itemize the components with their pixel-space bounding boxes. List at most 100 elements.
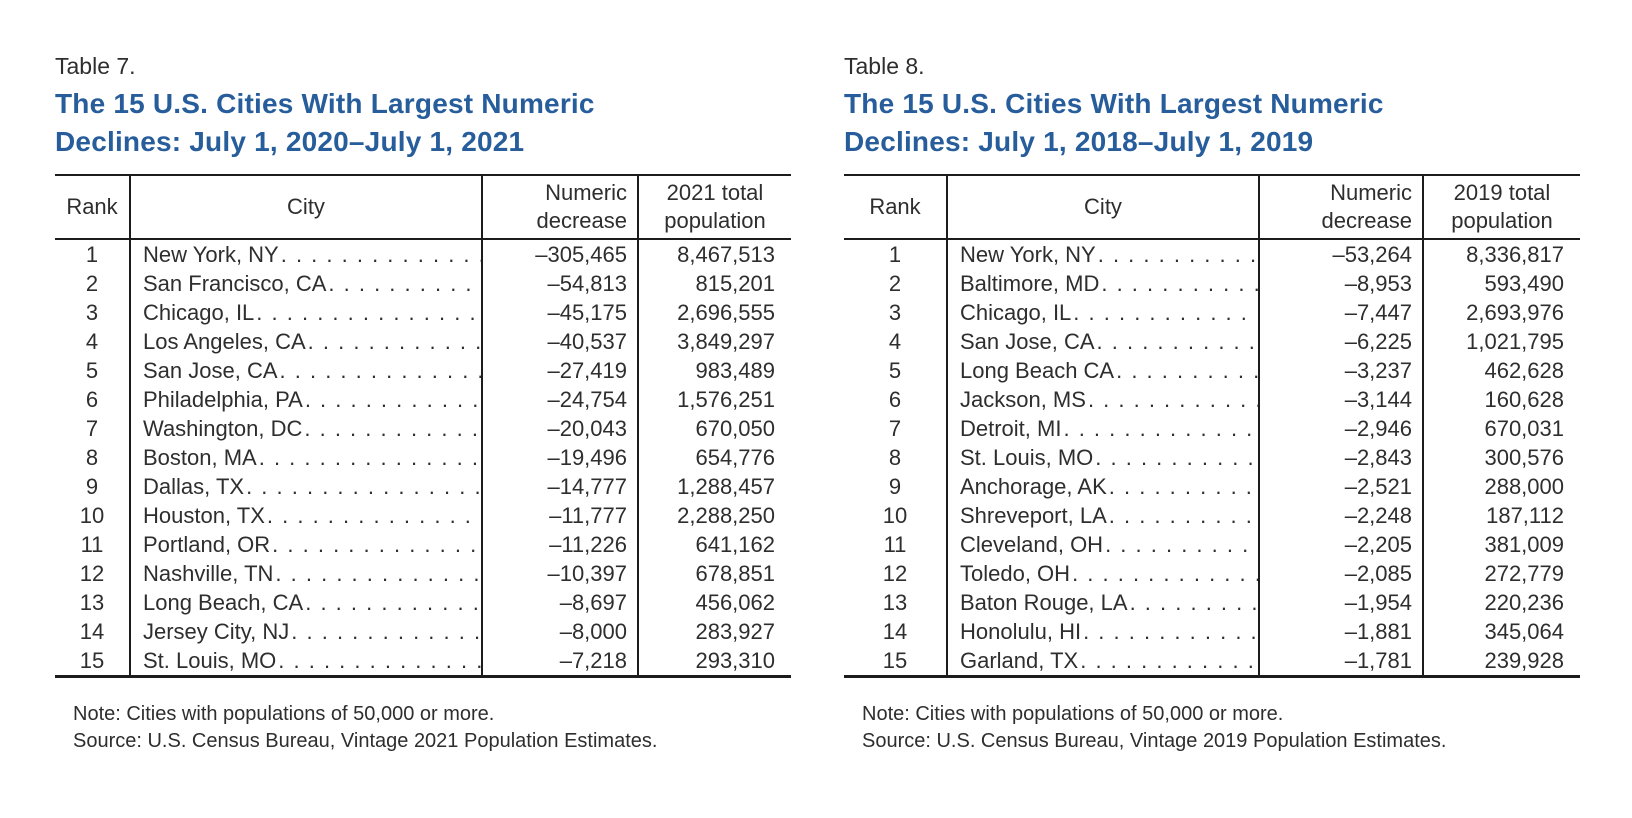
city-name: Garland, TX	[960, 648, 1079, 673]
city-cell: San Jose, CA	[129, 356, 482, 385]
dot-leader	[304, 414, 481, 443]
rank-cell: 9	[85, 473, 99, 499]
declines-table-2018-2019: Rank City Numeric decrease 2019 total po…	[844, 174, 1580, 678]
city-cell: Jackson, MS	[946, 385, 1259, 414]
dot-leader	[281, 240, 481, 269]
city-flex: Dallas, TX	[143, 472, 481, 501]
table-title-line2: Declines: July 1, 2018–July 1, 2019	[844, 126, 1314, 157]
dot-leader	[259, 443, 481, 472]
dot-leader	[280, 356, 481, 385]
city-cell: Garland, TX	[946, 646, 1259, 677]
numeric-decrease-cell: –1,881	[1258, 617, 1423, 646]
population-cell: 381,009	[1422, 530, 1580, 559]
city-cell: Chicago, IL	[946, 298, 1259, 327]
dot-leader	[1088, 385, 1258, 414]
col-header-total-population: 2021 total population	[637, 175, 791, 240]
city-cell: Dallas, TX	[129, 472, 482, 501]
numeric-decrease-cell: –45,175	[481, 298, 638, 327]
population-cell: 983,489	[637, 356, 791, 385]
city-name: Portland, OR	[143, 532, 271, 557]
rank-cell: 5	[888, 357, 902, 383]
city-name: Anchorage, AK	[960, 474, 1107, 499]
table-title-line1: The 15 U.S. Cities With Largest Numeric	[55, 88, 595, 119]
city-flex: Shreveport, LA	[960, 501, 1258, 530]
dot-leader	[1063, 414, 1258, 443]
city-cell: San Francisco, CA	[129, 269, 482, 298]
note-text: Note: Cities with populations of 50,000 …	[73, 703, 495, 725]
header-row: Rank City Numeric decrease 2021 total po…	[55, 175, 791, 240]
numeric-decrease-cell: –11,777	[481, 501, 638, 530]
numeric-decrease-cell: –1,781	[1258, 646, 1423, 677]
rank-cell: 1	[85, 241, 99, 267]
city-cell: St. Louis, MO	[946, 443, 1259, 472]
col-header-numeric-decrease: Numeric decrease	[481, 175, 638, 240]
numeric-decrease-cell: –2,205	[1258, 530, 1423, 559]
city-name: Toledo, OH	[960, 561, 1071, 586]
population-cell: 272,779	[1422, 559, 1580, 588]
population-cell: 288,000	[1422, 472, 1580, 501]
city-flex: Boston, MA	[143, 443, 481, 472]
rank-cell: 2	[888, 270, 902, 296]
city-name: Nashville, TN	[143, 561, 274, 586]
rank-cell: 12	[882, 560, 908, 586]
city-flex: Detroit, MI	[960, 414, 1258, 443]
rank-cell: 8	[85, 444, 99, 470]
numeric-decrease-cell: –24,754	[481, 385, 638, 414]
city-cell: Toledo, OH	[946, 559, 1259, 588]
col-header-total-population: 2019 total population	[1422, 175, 1580, 240]
city-flex: Toledo, OH	[960, 559, 1258, 588]
population-cell: 2,693,976	[1422, 298, 1580, 327]
dot-leader	[1083, 617, 1258, 646]
population-cell: 641,162	[637, 530, 791, 559]
table-label: Table 7.	[55, 53, 136, 79]
city-name: San Jose, CA	[143, 358, 278, 383]
table-7-section: Table 7. The 15 U.S. Cities With Largest…	[55, 52, 791, 755]
city-flex: San Jose, CA	[143, 356, 481, 385]
rank-cell: 9	[888, 473, 902, 499]
city-flex: Baltimore, MD	[960, 269, 1258, 298]
numeric-decrease-cell: –10,397	[481, 559, 638, 588]
city-name: Chicago, IL	[143, 300, 255, 325]
source-text: Source: U.S. Census Bureau, Vintage 2019…	[862, 730, 1447, 752]
population-cell: 345,064	[1422, 617, 1580, 646]
city-cell: Detroit, MI	[946, 414, 1259, 443]
rank-cell: 15	[882, 647, 908, 673]
city-cell: Nashville, TN	[129, 559, 482, 588]
city-cell: Jersey City, NJ	[129, 617, 482, 646]
city-flex: Jersey City, NJ	[143, 617, 481, 646]
rank-cell: 8	[888, 444, 902, 470]
numeric-decrease-cell: –2,843	[1258, 443, 1423, 472]
col-header-population-line2: population	[664, 208, 766, 233]
col-header-decrease-line1: Numeric	[1330, 180, 1412, 205]
col-header-decrease-line1: Numeric	[545, 180, 627, 205]
numeric-decrease-cell: –3,144	[1258, 385, 1423, 414]
city-cell: San Jose, CA	[946, 327, 1259, 356]
city-name: Los Angeles, CA	[143, 329, 306, 354]
rank-cell: 10	[79, 502, 105, 528]
numeric-decrease-cell: –6,225	[1258, 327, 1423, 356]
dot-leader	[1072, 559, 1258, 588]
population-cell: 239,928	[1422, 646, 1580, 677]
population-cell: 2,288,250	[637, 501, 791, 530]
table-title: The 15 U.S. Cities With Largest Numeric …	[844, 85, 1580, 161]
dot-leader	[256, 298, 481, 327]
city-name: Shreveport, LA	[960, 503, 1107, 528]
city-cell: Cleveland, OH	[946, 530, 1259, 559]
numeric-decrease-cell: –8,697	[481, 588, 638, 617]
